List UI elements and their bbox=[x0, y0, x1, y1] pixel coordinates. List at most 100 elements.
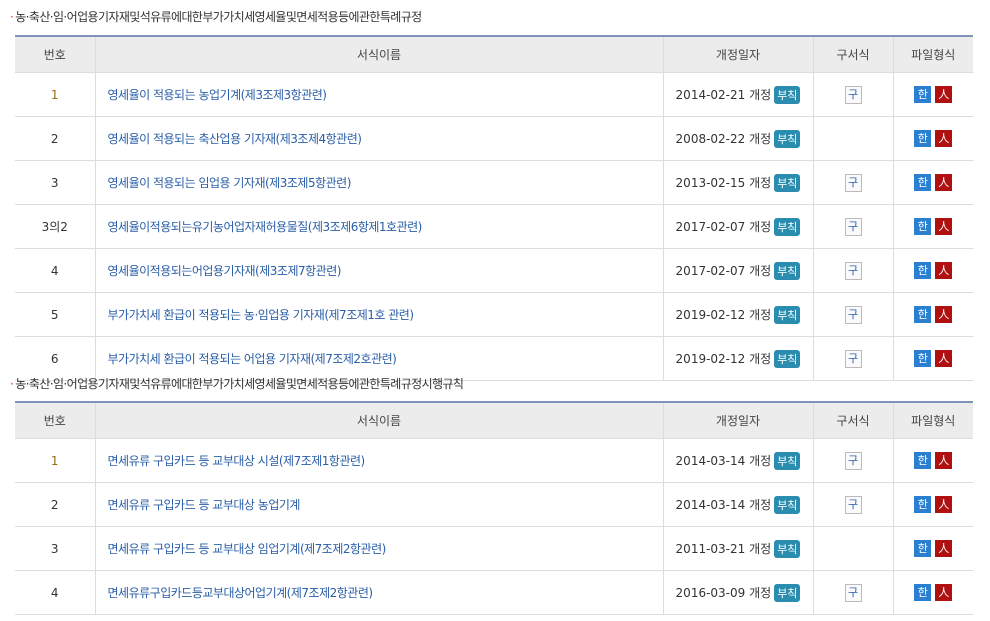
old-form-icon[interactable]: 구 bbox=[844, 451, 862, 470]
row-number: 6 bbox=[15, 336, 95, 381]
pdf-file-icon[interactable]: 人 bbox=[935, 350, 953, 367]
revision-date-cell: 2013-02-15 개정 부칙 bbox=[662, 160, 813, 205]
addenda-badge[interactable]: 부칙 bbox=[774, 583, 801, 602]
table-row: 3의2 영세율이적용되는유기농어업자재허용물질(제3조제6항제1호관련) 2017-… bbox=[15, 204, 973, 249]
old-form-icon[interactable]: 구 bbox=[844, 305, 862, 324]
old-form-icon[interactable]: 구 bbox=[844, 217, 862, 236]
pdf-file-icon[interactable]: 人 bbox=[935, 496, 953, 513]
form-name-link[interactable]: 부가가치세 환급이 적용되는 어업용 기자재(제7조제2호관련) bbox=[94, 336, 663, 381]
addenda-badge[interactable]: 부칙 bbox=[774, 173, 801, 192]
hwp-file-icon[interactable]: 한 bbox=[914, 452, 932, 469]
section-title-text: 농·축산·임·어업용기자재및석유류에대한부가가치세영세율및면세적용등에관한특례규… bbox=[15, 10, 422, 24]
addenda-badge[interactable]: 부칙 bbox=[774, 539, 801, 558]
table-row: 4 면세유류구입카드등교부대상어업기계(제7조제2항관련) 2016-03-09 개… bbox=[15, 570, 973, 615]
old-form-cell: 구 bbox=[812, 204, 893, 249]
revision-date: 2014-02-21 개정 bbox=[675, 87, 772, 102]
old-form-cell bbox=[812, 526, 893, 571]
revision-date: 2014-03-14 개정 bbox=[675, 497, 772, 512]
old-form-icon[interactable]: 구 bbox=[844, 583, 862, 602]
pdf-file-icon[interactable]: 人 bbox=[935, 130, 953, 147]
addenda-badge[interactable]: 부칙 bbox=[774, 129, 801, 148]
pdf-file-icon[interactable]: 人 bbox=[935, 452, 953, 469]
old-form-icon[interactable]: 구 bbox=[844, 349, 862, 368]
table-header: 번호 서식이름 개정일자 구서식 파일형식 bbox=[15, 36, 973, 73]
old-form-icon[interactable]: 구 bbox=[844, 173, 862, 192]
revision-date: 2013-02-15 개정 bbox=[675, 175, 772, 190]
old-form-icon[interactable]: 구 bbox=[844, 261, 862, 280]
row-number: 1 bbox=[15, 438, 95, 483]
addenda-badge[interactable]: 부칙 bbox=[774, 217, 801, 236]
pdf-file-icon[interactable]: 人 bbox=[935, 86, 953, 103]
addenda-badge[interactable]: 부칙 bbox=[774, 349, 801, 368]
row-number: 1 bbox=[15, 72, 95, 117]
old-form-cell bbox=[812, 116, 893, 161]
form-name-link[interactable]: 영세율이 적용되는 축산업용 기자재(제3조제4항관련) bbox=[94, 116, 663, 161]
hwp-file-icon[interactable]: 한 bbox=[914, 130, 932, 147]
row-number: 3 bbox=[15, 160, 95, 205]
revision-date-cell: 2017-02-07 개정 부칙 bbox=[662, 204, 813, 249]
old-form-icon[interactable]: 구 bbox=[844, 85, 862, 104]
form-name-link[interactable]: 부가가치세 환급이 적용되는 농·임업용 기자재(제7조제1호 관련) bbox=[94, 292, 663, 337]
hwp-file-icon[interactable]: 한 bbox=[914, 218, 932, 235]
table-row: 3 면세유류 구입카드 등 교부대상 임업기계(제7조제2항관련) 2011-03-… bbox=[15, 526, 973, 571]
form-name-link[interactable]: 면세유류 구입카드 등 교부대상 시설(제7조제1항관련) bbox=[94, 438, 663, 483]
hwp-file-icon[interactable]: 한 bbox=[914, 350, 932, 367]
addenda-badge[interactable]: 부칙 bbox=[774, 451, 801, 470]
revision-date-cell: 2019-02-12 개정 부칙 bbox=[662, 336, 813, 381]
pdf-file-icon[interactable]: 人 bbox=[935, 584, 953, 601]
hwp-file-icon[interactable]: 한 bbox=[914, 86, 932, 103]
table-row: 2 면세유류 구입카드 등 교부대상 농업기계 2014-03-14 개정 부칙 구 한 人 bbox=[15, 482, 973, 527]
revision-date: 2008-02-22 개정 bbox=[675, 131, 772, 146]
old-form-cell: 구 bbox=[812, 438, 893, 483]
addenda-badge[interactable]: 부칙 bbox=[774, 85, 801, 104]
table-row: 5 부가가치세 환급이 적용되는 농·임업용 기자재(제7조제1호 관련) 2019… bbox=[15, 292, 973, 337]
form-name-link[interactable]: 영세율이 적용되는 임업용 기자재(제3조제5항관련) bbox=[94, 160, 663, 205]
revision-date-cell: 2016-03-09 개정 부칙 bbox=[662, 570, 813, 615]
pdf-file-icon[interactable]: 人 bbox=[935, 174, 953, 191]
form-name-link[interactable]: 면세유류 구입카드 등 교부대상 농업기계 bbox=[94, 482, 663, 527]
pdf-file-icon[interactable]: 人 bbox=[935, 262, 953, 279]
form-name-link[interactable]: 면세유류 구입카드 등 교부대상 임업기계(제7조제2항관련) bbox=[94, 526, 663, 571]
revision-date-cell: 2014-03-14 개정 부칙 bbox=[662, 482, 813, 527]
revision-date: 2014-03-14 개정 bbox=[675, 453, 772, 468]
row-number: 3 bbox=[15, 526, 95, 571]
revision-date: 2019-02-12 개정 bbox=[675, 351, 772, 366]
hwp-file-icon[interactable]: 한 bbox=[914, 306, 932, 323]
table-row: 1 면세유류 구입카드 등 교부대상 시설(제7조제1항관련) 2014-03-14… bbox=[15, 438, 973, 483]
hwp-file-icon[interactable]: 한 bbox=[914, 584, 932, 601]
column-header: 번호 bbox=[15, 36, 95, 73]
row-number: 3의2 bbox=[15, 204, 95, 249]
column-header: 구서식 bbox=[812, 36, 893, 73]
pdf-file-icon[interactable]: 人 bbox=[935, 306, 953, 323]
hwp-file-icon[interactable]: 한 bbox=[914, 540, 932, 557]
addenda-badge[interactable]: 부칙 bbox=[774, 261, 801, 280]
old-form-cell: 구 bbox=[812, 336, 893, 381]
old-form-icon[interactable]: 구 bbox=[844, 495, 862, 514]
revision-date-cell: 2019-02-12 개정 부칙 bbox=[662, 292, 813, 337]
section-title: · 농·축산·임·어업용기자재및석유류에대한부가가치세영세율및면세적용등에관한특례… bbox=[10, 8, 422, 25]
addenda-badge[interactable]: 부칙 bbox=[774, 305, 801, 324]
revision-date: 2017-02-07 개정 bbox=[675, 219, 772, 234]
hwp-file-icon[interactable]: 한 bbox=[914, 496, 932, 513]
hwp-file-icon[interactable]: 한 bbox=[914, 262, 932, 279]
revision-date-cell: 2017-02-07 개정 부칙 bbox=[662, 248, 813, 293]
addenda-badge[interactable]: 부칙 bbox=[774, 495, 801, 514]
column-header: 파일형식 bbox=[892, 36, 973, 73]
pdf-file-icon[interactable]: 人 bbox=[935, 540, 953, 557]
form-name-link[interactable]: 영세율이적용되는어업용기자재(제3조제7항관련) bbox=[94, 248, 663, 293]
column-header: 개정일자 bbox=[662, 36, 813, 73]
column-header: 서식이름 bbox=[94, 402, 663, 439]
pdf-file-icon[interactable]: 人 bbox=[935, 218, 953, 235]
form-name-link[interactable]: 영세율이 적용되는 농업기계(제3조제3항관련) bbox=[94, 72, 663, 117]
form-name-link[interactable]: 영세율이적용되는유기농어업자재허용물질(제3조제6항제1호관련) bbox=[94, 204, 663, 249]
forms-table: 번호 서식이름 개정일자 구서식 파일형식 1 영세율이 적용되는 농업기계(제3조제3항관… bbox=[15, 35, 973, 381]
forms-table: 번호 서식이름 개정일자 구서식 파일형식 1 면세유류 구입카드 등 교부대상 시설(제7… bbox=[15, 401, 973, 615]
column-header: 개정일자 bbox=[662, 402, 813, 439]
revision-date: 2016-03-09 개정 bbox=[675, 585, 772, 600]
hwp-file-icon[interactable]: 한 bbox=[914, 174, 932, 191]
form-name-link[interactable]: 면세유류구입카드등교부대상어업기계(제7조제2항관련) bbox=[94, 570, 663, 615]
